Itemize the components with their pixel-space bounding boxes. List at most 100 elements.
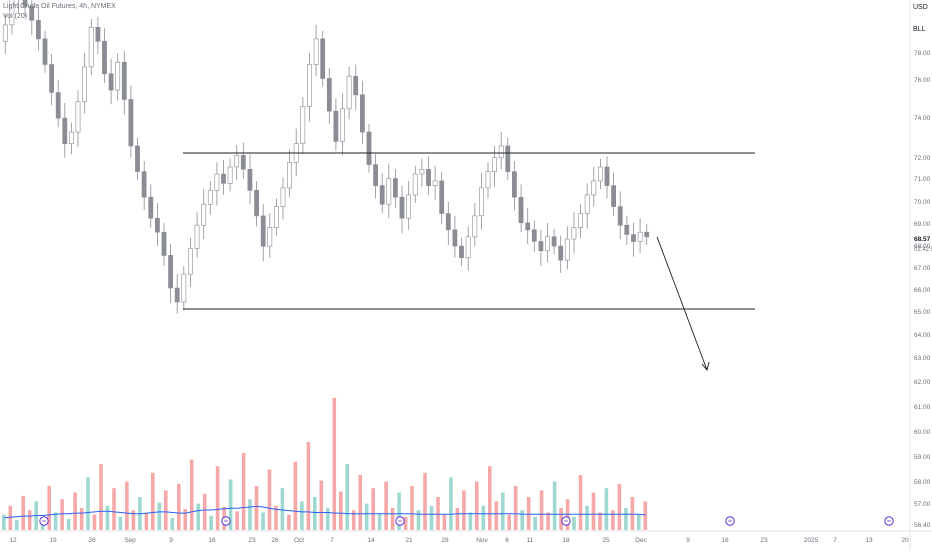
candle-body: [221, 173, 226, 184]
candle-body: [75, 101, 81, 133]
volume-bar: [326, 508, 330, 530]
candle-body: [531, 229, 537, 242]
candle-body: [300, 106, 306, 145]
volume-bar: [520, 510, 524, 530]
candle-body: [194, 224, 200, 249]
volume-bar: [2, 514, 6, 530]
volume-bar: [526, 497, 531, 530]
volume-bar: [151, 472, 155, 530]
volume-bar: [513, 486, 518, 530]
candle-body: [379, 185, 385, 205]
volume-bar: [313, 497, 317, 530]
price-tick-label: 70.00: [914, 199, 931, 206]
volume-bar: [494, 501, 499, 530]
price-tick-label: 56.40: [914, 522, 931, 529]
volume-bar: [572, 516, 576, 530]
price-tick-label: 57.00: [914, 501, 931, 508]
volume-bar: [462, 490, 466, 530]
volume-bar: [643, 501, 648, 530]
volume-bar: [86, 477, 90, 530]
candle-body: [326, 78, 332, 112]
candle-body: [135, 145, 140, 172]
volume-bar: [306, 442, 311, 530]
projection-arrow-shaft[interactable]: [656, 236, 708, 371]
unit-label[interactable]: BLL: [913, 26, 926, 33]
volume-legend: Vol (20): [3, 13, 28, 20]
candle-body: [525, 222, 531, 231]
symbol-exchange: NYMEX: [90, 3, 116, 10]
time-tick-label: 7: [330, 537, 334, 544]
volume-bar: [164, 490, 168, 530]
candle-body: [498, 145, 504, 158]
time-tick-label: 12: [9, 537, 17, 544]
symbol-interval: 4h: [79, 3, 88, 10]
candle-body: [227, 166, 233, 184]
volume-bar: [235, 511, 239, 530]
candle-body: [492, 157, 497, 172]
price-tick-label: 71.00: [914, 176, 931, 183]
volume-bar: [410, 486, 414, 530]
volume-bar: [585, 505, 589, 530]
volume-bar: [552, 481, 557, 530]
candle-body: [55, 92, 61, 119]
candle-body: [452, 229, 458, 247]
volume-bar: [345, 464, 349, 530]
candle-body: [115, 61, 121, 91]
candle-body: [386, 178, 392, 205]
candle-body: [511, 171, 517, 198]
candle-body: [214, 173, 220, 191]
candle-body: [604, 166, 610, 186]
volume-bar: [507, 514, 511, 530]
volume-bar: [436, 497, 440, 530]
volume-bar: [630, 497, 635, 530]
volume-bar: [559, 508, 563, 530]
last-price-label[interactable]: 68.57: [914, 236, 931, 243]
volume-bar: [351, 510, 356, 530]
legend: Light Crude Oil Futures, 4h, NYMEX Vol (…: [3, 2, 116, 22]
candle-body: [108, 73, 114, 91]
volume-bar: [358, 475, 362, 530]
candle-body: [102, 40, 107, 75]
volume-bar: [183, 509, 187, 530]
volume-bar: [624, 508, 628, 530]
candle-body: [95, 26, 101, 42]
candle-body: [445, 213, 451, 231]
candle-body: [558, 245, 564, 261]
volume-bar: [92, 514, 97, 530]
candle-body: [412, 173, 418, 196]
time-tick-label: 19: [49, 537, 57, 544]
candle-body: [359, 94, 365, 133]
price-tick-label: 69.00: [914, 221, 931, 228]
volume-bar: [384, 481, 388, 530]
candle-body: [280, 187, 286, 207]
candle-body: [42, 38, 48, 65]
candle-body: [201, 203, 207, 226]
volume-bar: [79, 508, 84, 530]
volume-bar: [66, 519, 71, 530]
price-tick-label: 67.00: [914, 265, 931, 272]
volume-bar: [416, 510, 421, 530]
candle-body: [406, 194, 411, 219]
projection-arrowhead[interactable]: [701, 361, 710, 371]
volume-bar: [131, 510, 136, 530]
price-tick-label: 68.00: [914, 243, 931, 250]
candle-body: [631, 234, 636, 242]
currency-label[interactable]: USD: [913, 4, 928, 11]
volume-bar: [546, 512, 550, 530]
candle-body: [188, 248, 193, 275]
candle-body: [287, 162, 292, 189]
volume-bar: [403, 516, 408, 530]
volume-bar: [319, 480, 324, 530]
volume-bar: [604, 488, 609, 530]
time-tick-label: 6: [505, 537, 509, 544]
candle-body: [260, 215, 266, 247]
time-tick-label: Oct: [294, 537, 304, 544]
candle-body: [247, 169, 253, 191]
time-tick-label: 20: [901, 537, 909, 544]
symbol-title-line: Light Crude Oil Futures, 4h, NYMEX: [3, 3, 116, 10]
time-tick-label: 23: [760, 537, 768, 544]
volume-bar: [390, 508, 395, 530]
price-tick-label: 59.00: [914, 454, 931, 461]
